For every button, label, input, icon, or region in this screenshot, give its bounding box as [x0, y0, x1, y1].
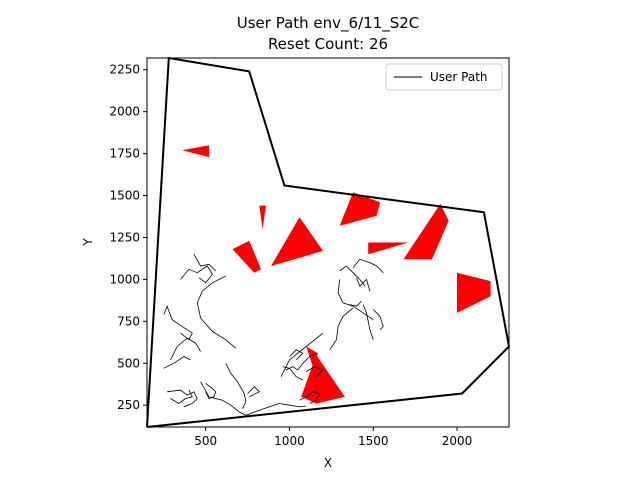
y-tick-label: 2250: [109, 63, 140, 77]
user-path-segment-21: [339, 265, 366, 287]
x-tick-label: 500: [194, 434, 217, 448]
user-path-segment-14: [280, 332, 324, 377]
user-path-segment-9: [205, 383, 217, 399]
legend: User Path: [385, 63, 503, 91]
x-tick-label: 1500: [358, 434, 389, 448]
plot-frame: [146, 57, 510, 428]
user-path-segment-25: [362, 304, 374, 340]
user-path-segment-16: [305, 366, 324, 377]
obstacle-4: [232, 240, 261, 273]
user-path-segment-5: [170, 337, 201, 361]
obstacle-10: [301, 354, 345, 404]
obstacle-2: [259, 205, 266, 230]
user-path-segment-23: [337, 279, 374, 321]
y-tick-label: 1000: [109, 272, 140, 286]
obstacle-1: [182, 145, 209, 157]
user-path-segment-4: [163, 305, 193, 341]
user-path-segment-8: [170, 389, 193, 404]
user-path-segment-24: [356, 277, 371, 292]
user-path: [163, 254, 384, 416]
user-path-segment-12: [245, 403, 307, 416]
user-path-segment-17: [282, 366, 304, 381]
environment-boundary: [146, 56, 511, 428]
legend-box: [385, 63, 503, 91]
user-path-segment-6: [163, 356, 191, 369]
user-path-segment-1: [180, 265, 213, 284]
obstacle-5: [339, 192, 380, 226]
user-path-segment-13: [247, 386, 260, 398]
user-path-segment-2: [193, 254, 216, 272]
user-path-segment-26: [373, 309, 384, 330]
x-tick-label: 1000: [274, 434, 305, 448]
obstacles: [182, 145, 491, 404]
x-axis-label: X: [324, 456, 332, 470]
user-path-segment-19: [285, 352, 317, 371]
y-tick-label: 500: [117, 356, 140, 370]
user-path-segment-18: [299, 391, 321, 404]
y-tick-label: 2000: [109, 105, 140, 119]
user-path-segment-20: [329, 307, 354, 351]
user-path-segment-3: [196, 275, 237, 349]
chart-title: User Path env_6/11_S2C: [237, 14, 420, 33]
x-tick-label: 2000: [442, 434, 473, 448]
chart-subtitle: Reset Count: 26: [268, 35, 388, 53]
y-tick-label: 250: [117, 398, 140, 412]
user-path-segment-11: [225, 363, 247, 409]
plot-area: [146, 56, 511, 428]
user-path-segment-10: [200, 381, 247, 416]
obstacle-9: [306, 346, 318, 367]
obstacle-6: [368, 242, 409, 255]
y-axis-ticks: 250 500 750 1000 1250 1500 1750 2000 2250: [109, 63, 147, 412]
plot-background: [147, 58, 509, 427]
legend-label: User Path: [430, 70, 488, 84]
y-tick-label: 750: [117, 314, 140, 328]
y-tick-label: 1500: [109, 189, 140, 203]
user-path-segment-22: [352, 258, 384, 273]
user-path-segment-27: [349, 300, 362, 307]
user-path-segment-15: [289, 349, 304, 361]
y-axis-label: Y: [81, 238, 95, 247]
user-path-segment-7: [167, 389, 198, 408]
obstacle-7: [403, 203, 449, 260]
obstacle-3: [271, 217, 323, 266]
y-tick-label: 1250: [109, 230, 140, 244]
x-axis-ticks: 500 1000 1500 2000: [194, 427, 472, 448]
y-tick-label: 1750: [109, 147, 140, 161]
obstacle-8: [457, 272, 491, 313]
